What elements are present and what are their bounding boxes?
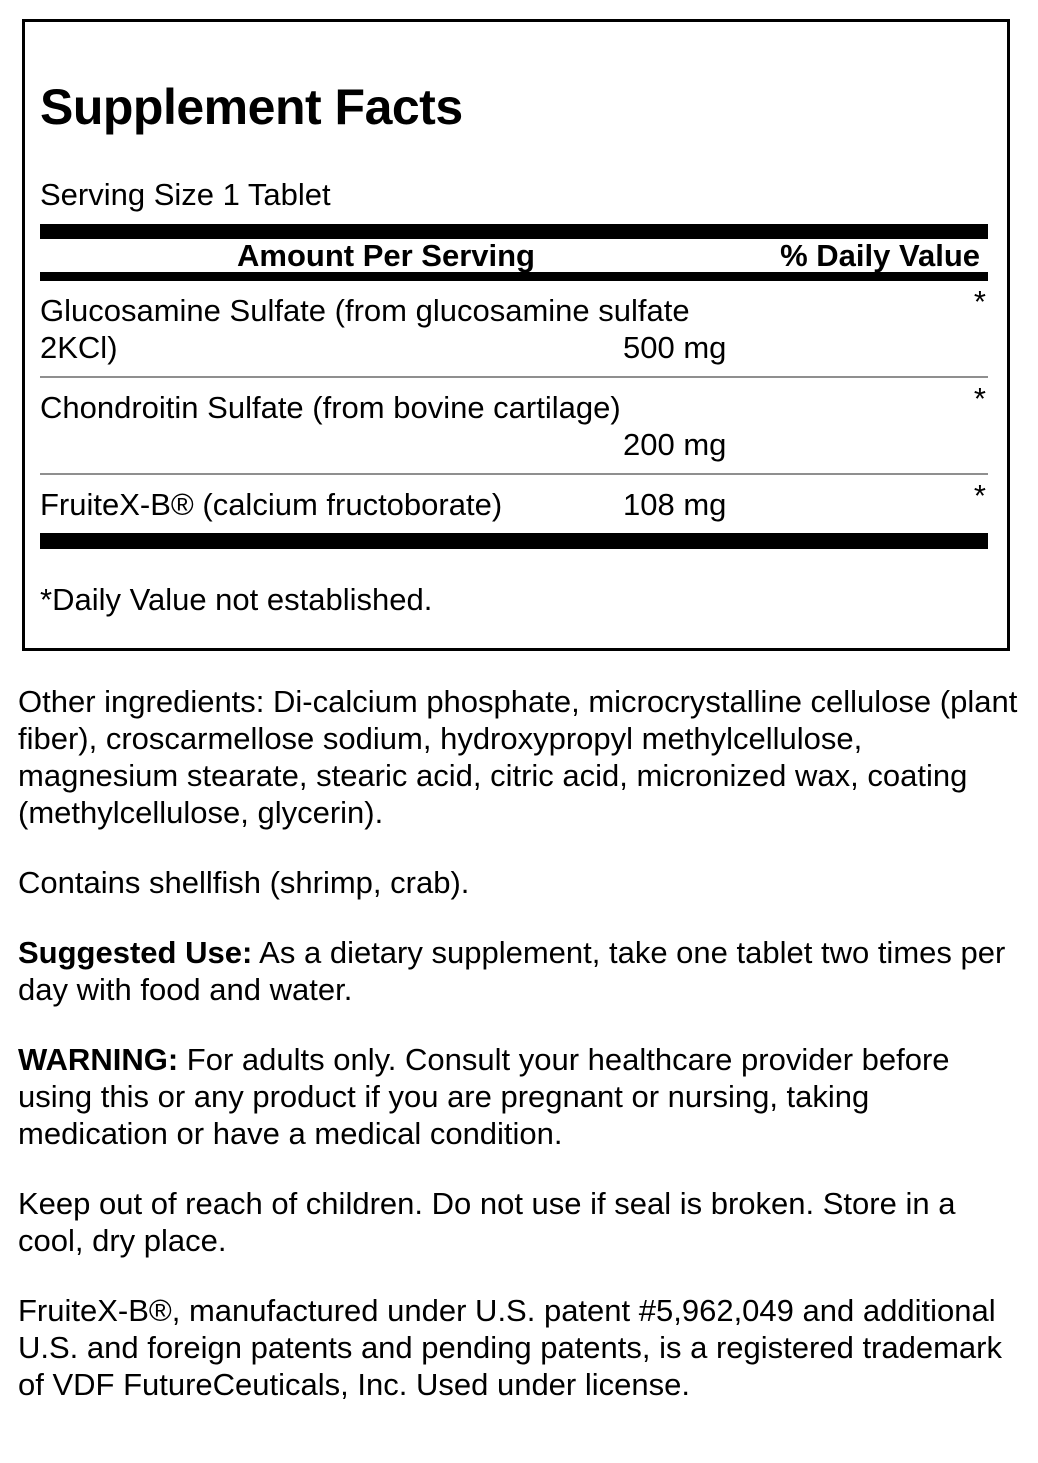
daily-value-asterisk: * xyxy=(973,478,986,513)
ingredient-name: FruiteX-B® (calcium fructoborate) xyxy=(40,487,503,522)
divider-bar-header xyxy=(40,272,988,281)
ingredient-row-glucosamine: Glucosamine Sulfate (from glucosamine su… xyxy=(40,281,988,376)
table-header: Amount Per Serving % Daily Value xyxy=(40,239,988,272)
ingredient-rows: Glucosamine Sulfate (from glucosamine su… xyxy=(40,281,988,533)
ingredient-amount: 500 mg xyxy=(623,330,727,365)
allergen-paragraph: Contains shellfish (shrimp, crab). xyxy=(18,865,470,900)
ingredient-row-fruitex-b: FruiteX-B® (calcium fructoborate) 108 mg… xyxy=(40,473,988,533)
ingredient-amount: 200 mg xyxy=(623,427,727,462)
suggested-use-label: Suggested Use: xyxy=(18,935,253,970)
serving-size: Serving Size 1 Tablet xyxy=(40,177,331,212)
panel-title: Supplement Facts xyxy=(40,79,463,135)
warning-label: WARNING: xyxy=(18,1042,179,1077)
ingredient-name: Chondroitin Sulfate (from bovine cartila… xyxy=(40,390,621,425)
divider-bar-bottom xyxy=(40,533,988,549)
other-ingredients-paragraph: Other ingredients: Di-calcium phosphate,… xyxy=(18,684,1018,830)
warning-paragraph: WARNING: For adults only. Consult your h… xyxy=(18,1041,1018,1152)
storage-paragraph: Keep out of reach of children. Do not us… xyxy=(18,1186,956,1258)
label-info-section: Other ingredients: Di-calcium phosphate,… xyxy=(18,683,1018,1403)
daily-value-asterisk: * xyxy=(973,284,986,319)
suggested-use-paragraph: Suggested Use: As a dietary supplement, … xyxy=(18,934,1018,1008)
divider-bar-top xyxy=(40,224,988,239)
daily-value-footnote: *Daily Value not established. xyxy=(40,582,433,617)
daily-value-asterisk: * xyxy=(973,381,986,416)
supplement-facts-panel: Supplement Facts Serving Size 1 Tablet A… xyxy=(22,19,1010,651)
ingredient-name: Glucosamine Sulfate (from glucosamine su… xyxy=(40,293,690,365)
suggested-use-text: As a dietary supplement, take one tablet… xyxy=(18,935,1006,1007)
ingredient-row-chondroitin: Chondroitin Sulfate (from bovine cartila… xyxy=(40,376,988,473)
amount-per-serving-header: Amount Per Serving xyxy=(237,238,535,273)
warning-text: For adults only. Consult your healthcare… xyxy=(18,1042,950,1151)
trademark-paragraph: FruiteX-B®, manufactured under U.S. pate… xyxy=(18,1293,1002,1402)
daily-value-header: % Daily Value xyxy=(780,238,980,273)
ingredient-amount: 108 mg xyxy=(623,487,727,522)
